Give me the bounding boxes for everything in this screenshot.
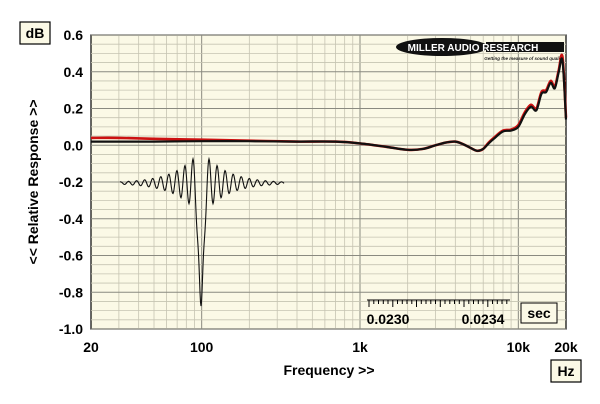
x-axis-title: Frequency >> [283,362,374,378]
inset-unit-box [520,302,558,324]
inset-tick-label-1: 0.0230 [367,311,410,327]
y-tick-label: -0.8 [59,284,83,300]
x-tick-label: 10k [507,339,531,355]
inset-tick-label-2: 0.0234 [462,311,505,327]
x-tick-label: 20 [83,339,99,355]
y-tick-label: 0.0 [64,137,84,153]
miller-audio-research-logo: MILLER AUDIO RESEARCH Getting the measur… [396,38,564,61]
x-unit-label: Hz [557,363,574,379]
x-tick-label: 1k [352,339,368,355]
x-unit-box [550,359,582,383]
y-axis-title: << Relative Response >> [25,100,41,265]
impulse-response-trace [119,156,285,307]
y-tick-label: 0.4 [64,64,84,80]
logo-bar [486,42,564,52]
logo-oval [396,38,488,56]
y-tick-label: -0.2 [59,174,83,190]
series-line-black [90,57,568,152]
y-tick-label: 0.2 [64,101,84,117]
logo-brand-text: MILLER AUDIO RESEARCH [408,43,539,54]
y-unit-label: dB [26,25,45,41]
y-tick-labels: 0.6 0.4 0.2 0.0 -0.2 -0.4 -0.6 -0.8 -1.0 [59,27,83,337]
y-unit-box [19,21,51,45]
y-tick-label: 0.6 [64,27,84,43]
y-tick-label: -0.4 [59,211,83,227]
inset-time-axis: 0.0230 0.0234 sec [367,299,558,327]
inset-unit-label: sec [527,305,551,321]
x-tick-labels: 20 100 1k 10k 20k [83,339,578,355]
logo-tagline: Getting the measure of sound quality [484,56,564,61]
y-tick-label: -0.6 [59,248,83,264]
inset-minor-ticks [368,300,508,307]
x-tick-label: 100 [190,339,214,355]
x-tick-label: 20k [554,339,578,355]
grid [91,34,566,330]
y-tick-label: -1.0 [59,321,83,337]
series-group [90,53,568,153]
